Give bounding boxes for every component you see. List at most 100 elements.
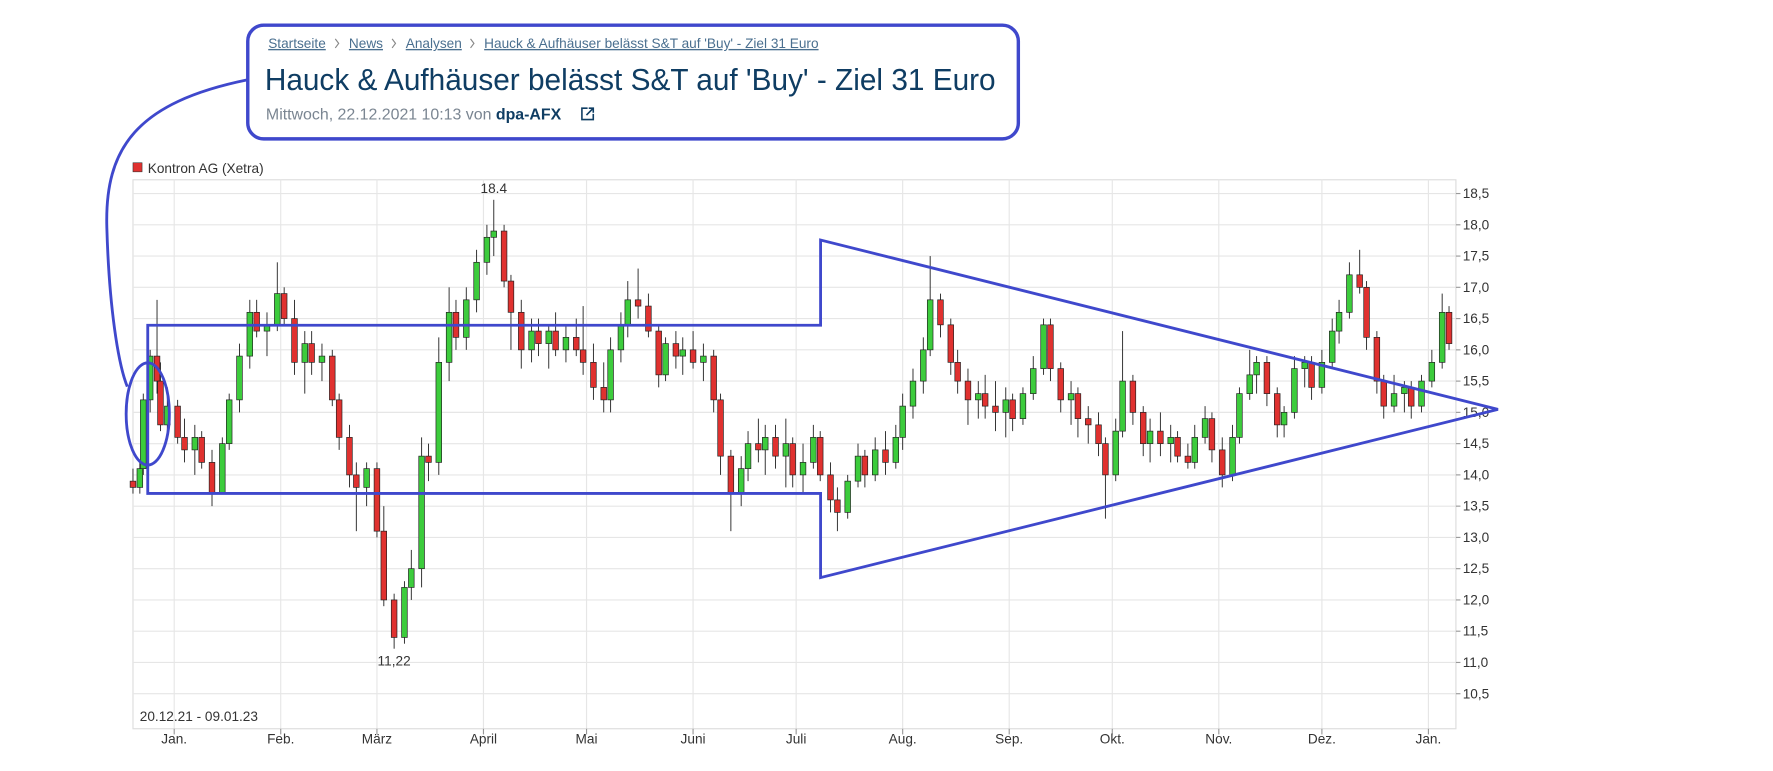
article-meta: Mittwoch, 22.12.2021 10:13 von dpa-AFX (266, 107, 562, 124)
candle-body (573, 337, 580, 351)
candle-body (1201, 418, 1209, 438)
candle-body (844, 480, 851, 513)
candle-body (799, 462, 807, 476)
breadcrumb[interactable]: Hauck & Aufhäuser belässt S&T auf 'Buy' … (484, 36, 818, 51)
candle-body (1129, 380, 1137, 413)
legend-swatch (132, 162, 143, 173)
date: Mittwoch, 22.12.2021 10:13 von (266, 107, 491, 124)
y-tick-label: 17,5 (1463, 249, 1490, 264)
candle-body (1184, 455, 1192, 463)
highlight-ellipse (124, 361, 171, 467)
breadcrumb[interactable]: News (349, 36, 383, 51)
candle-body (1219, 449, 1226, 476)
y-tick-label: 12,5 (1463, 561, 1490, 576)
candle-body (817, 437, 824, 476)
candle-body (624, 299, 631, 326)
candle-body (899, 405, 906, 438)
y-tick-label: 14,5 (1463, 436, 1490, 451)
candle-body (727, 455, 735, 494)
candle-body (1030, 368, 1037, 394)
candle-body (1236, 393, 1243, 438)
candle-body (435, 362, 442, 463)
candle-body (346, 437, 353, 476)
y-tick-label: 10,5 (1463, 686, 1490, 701)
candle-body (1146, 430, 1154, 444)
candle-body (198, 437, 205, 463)
candle-body (634, 299, 642, 307)
candle-body (679, 349, 686, 357)
candle-body (579, 349, 587, 363)
candle-body (861, 455, 869, 476)
breadcrumb-sep (391, 38, 397, 49)
x-tick-label: Okt. (1100, 732, 1125, 747)
candle-body (552, 330, 559, 351)
candle-body (1208, 418, 1216, 451)
candle-body (854, 455, 862, 482)
candle-body (975, 393, 982, 401)
candle-body (1291, 368, 1298, 413)
candle-body (425, 455, 432, 463)
candle-body (181, 437, 188, 451)
y-tick-label: 14,0 (1463, 467, 1490, 482)
breadcrumb-sep (334, 38, 340, 49)
candle-body (1074, 393, 1082, 419)
candle-body (1329, 330, 1336, 363)
candle-body (1119, 380, 1126, 432)
candle-body (1418, 380, 1425, 407)
candle-body (301, 343, 308, 363)
y-tick-label: 13,5 (1463, 499, 1490, 514)
candle-body (937, 299, 944, 326)
candle-body (1390, 393, 1398, 407)
candle-body (380, 530, 387, 601)
candle-body (617, 324, 625, 351)
x-tick-label: Sep. (995, 732, 1023, 747)
drawings (105, 78, 1499, 580)
candle-body (274, 293, 281, 326)
candle-body (1363, 286, 1370, 338)
candle-body (363, 468, 370, 488)
candle-body (208, 462, 216, 494)
candle-body (140, 399, 147, 469)
candle-body (772, 437, 779, 457)
x-tick-label: April (470, 732, 497, 747)
x-tick-label: Jan. (1416, 732, 1442, 747)
y-tick-label: 11,0 (1463, 655, 1489, 670)
candle-body (129, 480, 137, 488)
breadcrumb[interactable]: Analysen (406, 36, 462, 51)
y-tick-label: 16,5 (1463, 311, 1490, 326)
candle-body (157, 380, 164, 426)
pattern-outline (146, 238, 1499, 580)
candle-body (253, 311, 260, 332)
candle-body (500, 230, 508, 282)
x-tick-label: Juli (786, 732, 806, 747)
candle-body (463, 299, 470, 338)
candle-body (246, 311, 253, 357)
candle-body (1002, 399, 1009, 413)
candle-body (655, 330, 662, 376)
candle-body (710, 355, 717, 401)
breadcrumb[interactable]: Startseite (268, 36, 326, 51)
y-tick-label: 17,0 (1463, 280, 1490, 295)
candle-body (672, 343, 680, 357)
external-link-icon[interactable] (581, 107, 595, 121)
candle-body (1167, 437, 1174, 444)
x-tick-label: Dez. (1308, 732, 1336, 747)
candle-body (507, 280, 515, 313)
candle-body (590, 362, 597, 388)
candle-body (226, 399, 233, 444)
candle-body (1335, 311, 1343, 332)
candle-body (827, 474, 834, 501)
candle-body (1047, 324, 1054, 369)
candle-body (1191, 437, 1198, 463)
source[interactable]: dpa-AFX (496, 107, 562, 124)
candle-body (810, 437, 817, 463)
headline: Hauck & Aufhäuser belässt S&T auf 'Buy' … (265, 62, 996, 97)
x-tick-label: Jan. (161, 732, 187, 747)
candle-body (1445, 311, 1453, 344)
candle-body (1308, 362, 1315, 388)
candle-body (1380, 380, 1387, 407)
candle-body (1112, 430, 1119, 476)
candle-body (490, 230, 497, 238)
connector (105, 78, 249, 388)
